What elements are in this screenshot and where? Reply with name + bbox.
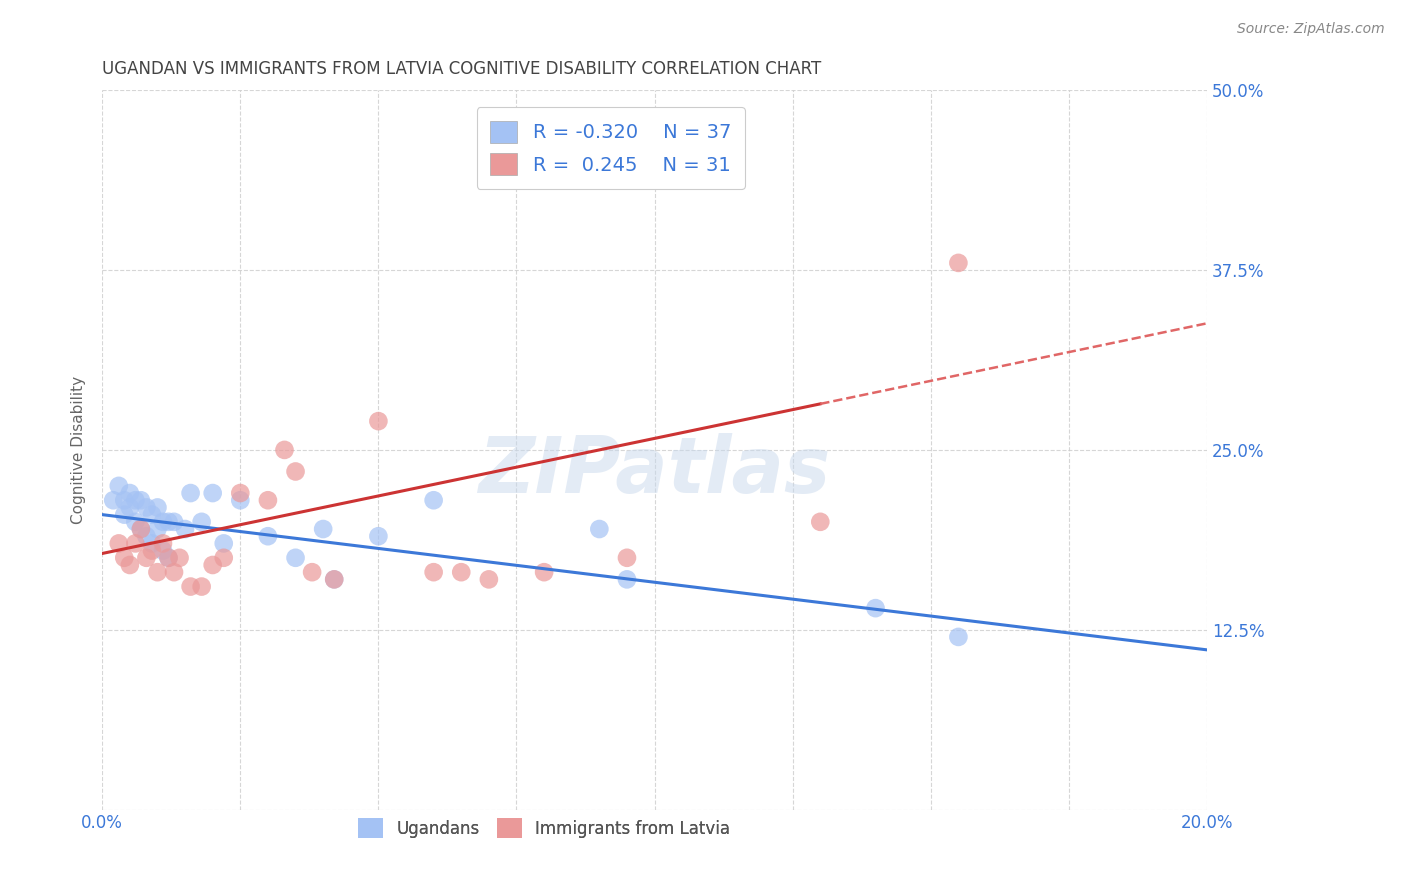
- Point: [323, 573, 346, 587]
- Point: [284, 465, 307, 479]
- Point: [107, 536, 129, 550]
- Point: [129, 522, 152, 536]
- Point: [112, 550, 135, 565]
- Point: [157, 550, 180, 565]
- Point: [312, 522, 335, 536]
- Point: [118, 486, 141, 500]
- Point: [190, 580, 212, 594]
- Point: [808, 515, 831, 529]
- Point: [301, 565, 323, 579]
- Point: [229, 486, 252, 500]
- Point: [616, 573, 638, 587]
- Point: [212, 550, 235, 565]
- Point: [141, 508, 163, 522]
- Point: [284, 550, 307, 565]
- Point: [157, 550, 180, 565]
- Point: [141, 543, 163, 558]
- Point: [107, 479, 129, 493]
- Point: [212, 536, 235, 550]
- Point: [103, 493, 125, 508]
- Point: [118, 558, 141, 572]
- Point: [229, 493, 252, 508]
- Point: [146, 565, 169, 579]
- Point: [118, 500, 141, 515]
- Point: [112, 493, 135, 508]
- Point: [135, 500, 157, 515]
- Legend: Ugandans, Immigrants from Latvia: Ugandans, Immigrants from Latvia: [352, 812, 737, 845]
- Point: [948, 630, 970, 644]
- Point: [865, 601, 887, 615]
- Point: [257, 529, 280, 543]
- Point: [367, 529, 389, 543]
- Point: [146, 522, 169, 536]
- Point: [180, 580, 202, 594]
- Point: [146, 500, 169, 515]
- Point: [478, 573, 501, 587]
- Point: [644, 169, 666, 184]
- Point: [152, 543, 174, 558]
- Point: [157, 515, 180, 529]
- Point: [135, 550, 157, 565]
- Point: [201, 558, 224, 572]
- Point: [201, 486, 224, 500]
- Point: [180, 486, 202, 500]
- Text: ZIPatlas: ZIPatlas: [478, 434, 831, 509]
- Point: [422, 565, 444, 579]
- Point: [257, 493, 280, 508]
- Point: [129, 493, 152, 508]
- Point: [588, 522, 610, 536]
- Point: [152, 515, 174, 529]
- Y-axis label: Cognitive Disability: Cognitive Disability: [72, 376, 86, 524]
- Point: [273, 442, 295, 457]
- Point: [163, 515, 186, 529]
- Point: [323, 573, 346, 587]
- Point: [135, 529, 157, 543]
- Point: [450, 565, 472, 579]
- Point: [124, 493, 146, 508]
- Point: [533, 565, 555, 579]
- Point: [124, 515, 146, 529]
- Point: [129, 522, 152, 536]
- Point: [190, 515, 212, 529]
- Point: [163, 565, 186, 579]
- Point: [367, 414, 389, 428]
- Text: UGANDAN VS IMMIGRANTS FROM LATVIA COGNITIVE DISABILITY CORRELATION CHART: UGANDAN VS IMMIGRANTS FROM LATVIA COGNIT…: [103, 60, 821, 78]
- Point: [141, 536, 163, 550]
- Point: [948, 256, 970, 270]
- Point: [152, 536, 174, 550]
- Point: [169, 550, 191, 565]
- Point: [112, 508, 135, 522]
- Point: [616, 550, 638, 565]
- Text: Source: ZipAtlas.com: Source: ZipAtlas.com: [1237, 22, 1385, 37]
- Point: [174, 522, 197, 536]
- Point: [124, 536, 146, 550]
- Point: [422, 493, 444, 508]
